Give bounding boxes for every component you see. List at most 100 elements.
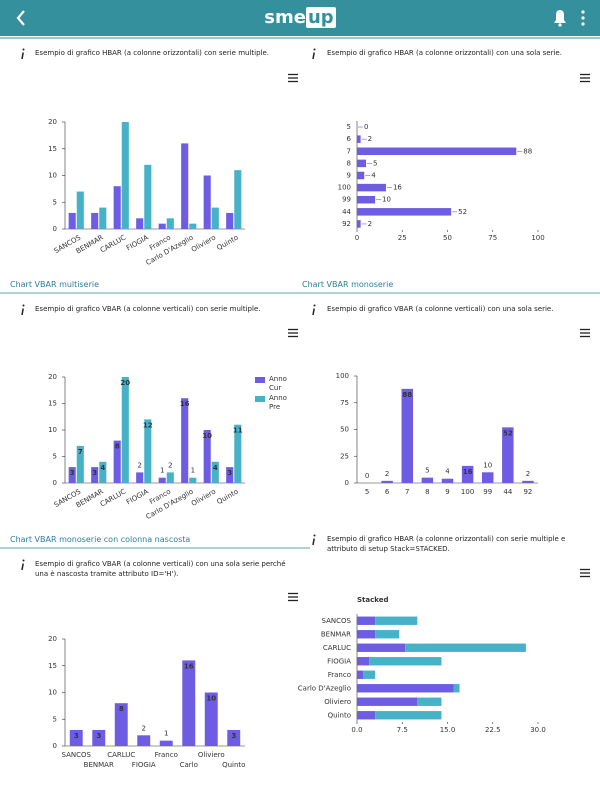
y-tick-label: 20 (48, 635, 57, 643)
bar (227, 729, 241, 746)
info-icon-stem (312, 308, 315, 316)
data-label: 1 (164, 730, 168, 738)
bar (357, 697, 418, 706)
bar (375, 630, 400, 639)
bar (113, 186, 121, 229)
bar (203, 175, 211, 229)
bar (166, 472, 174, 483)
bar (91, 212, 99, 229)
bar (181, 398, 189, 483)
bar (381, 480, 393, 483)
bar (357, 171, 365, 180)
bar (357, 208, 452, 216)
data-label: 2 (385, 470, 389, 478)
x-tick-label: 0 (355, 234, 359, 242)
data-label: 16 (184, 662, 194, 670)
bar (189, 477, 197, 483)
bar (158, 477, 166, 483)
bar (357, 670, 364, 679)
x-tick-label: 7 (405, 488, 409, 496)
x-tick-label: SANCOS (62, 751, 92, 759)
x-tick-label: FIOGIA (125, 233, 150, 252)
bar (99, 207, 107, 229)
chart-title: Stacked (357, 596, 389, 604)
bar (114, 703, 128, 746)
y-tick-label: Franco (328, 671, 351, 679)
y-tick-label: 5 (53, 453, 57, 461)
data-label: 3 (92, 469, 97, 477)
bar (234, 424, 242, 483)
description: Esempio di grafico HBAR (a colonne orizz… (327, 535, 566, 553)
bar (357, 220, 361, 228)
bar (99, 461, 107, 483)
x-tick-label: Quinto (216, 234, 240, 253)
bar (166, 218, 174, 229)
bar (69, 729, 83, 746)
y-tick-label: 100 (338, 184, 351, 192)
y-tick-label: 0 (53, 479, 57, 487)
bar (92, 729, 106, 746)
bar (204, 692, 218, 746)
data-label: 4 (371, 172, 376, 180)
logo[interactable]: sme up (0, 7, 600, 28)
info-icon-dot (313, 534, 316, 537)
more-button[interactable] (581, 10, 585, 26)
bar (357, 135, 361, 143)
data-label: 0 (364, 123, 368, 131)
logo-text: sme (264, 7, 306, 28)
bar (159, 740, 173, 746)
y-tick-label: FIOGIA (327, 657, 351, 665)
notification-button[interactable] (554, 10, 566, 27)
description: Esempio di grafico VBAR (a colonne verti… (327, 305, 554, 313)
y-tick-label: 10 (48, 172, 57, 180)
x-tick-label: Oliviero (190, 234, 217, 254)
y-tick-label: 5 (53, 715, 57, 723)
bar (181, 143, 189, 229)
bar (357, 195, 376, 204)
info-icon-dot (313, 48, 316, 51)
info-icon-stem (21, 308, 24, 316)
bar (189, 223, 197, 229)
info-icon-stem (312, 52, 315, 60)
x-tick-label: 0.0 (351, 726, 362, 734)
legend-label: Anno Cur (269, 375, 287, 392)
bar (226, 212, 234, 229)
x-tick-label: 50 (443, 234, 452, 242)
y-tick-label: 75 (340, 399, 349, 407)
y-tick-label: 44 (342, 208, 351, 216)
bar (421, 477, 434, 483)
x-tick-label: 30.0 (530, 726, 546, 734)
description: Esempio di grafico VBAR (a colonne verti… (35, 305, 261, 313)
y-tick-label: 0 (53, 225, 57, 233)
data-label: 1 (191, 467, 195, 475)
bar (121, 377, 129, 483)
bar (357, 183, 386, 192)
bar (203, 430, 211, 483)
bar (211, 207, 219, 229)
data-label: 20 (120, 379, 130, 387)
data-label: 7 (78, 448, 83, 456)
x-tick-label: Quinto (216, 488, 240, 507)
data-label: 5 (373, 159, 377, 167)
bar (375, 616, 418, 625)
data-label: 3 (70, 469, 75, 477)
y-tick-label: 99 (342, 196, 351, 204)
x-tick-label: Oliviero (190, 488, 217, 508)
x-tick-label: 100 (461, 488, 474, 496)
y-tick-label: BENMAR (321, 630, 351, 638)
section-title: Chart VBAR monoserie (302, 280, 394, 289)
info-icon-dot (22, 304, 25, 307)
bar (121, 122, 129, 229)
back-button[interactable] (16, 10, 25, 26)
y-tick-label: SANCOS (322, 617, 352, 625)
data-label: 3 (227, 469, 232, 477)
x-tick-label: 44 (503, 488, 512, 496)
bar (357, 684, 454, 693)
bar (522, 480, 534, 483)
data-label: 16 (393, 184, 402, 192)
x-tick-label: BENMAR (84, 761, 114, 769)
data-label: 8 (115, 443, 120, 451)
x-tick-label: CARLUC (99, 487, 127, 508)
x-tick-label: 92 (523, 488, 532, 496)
